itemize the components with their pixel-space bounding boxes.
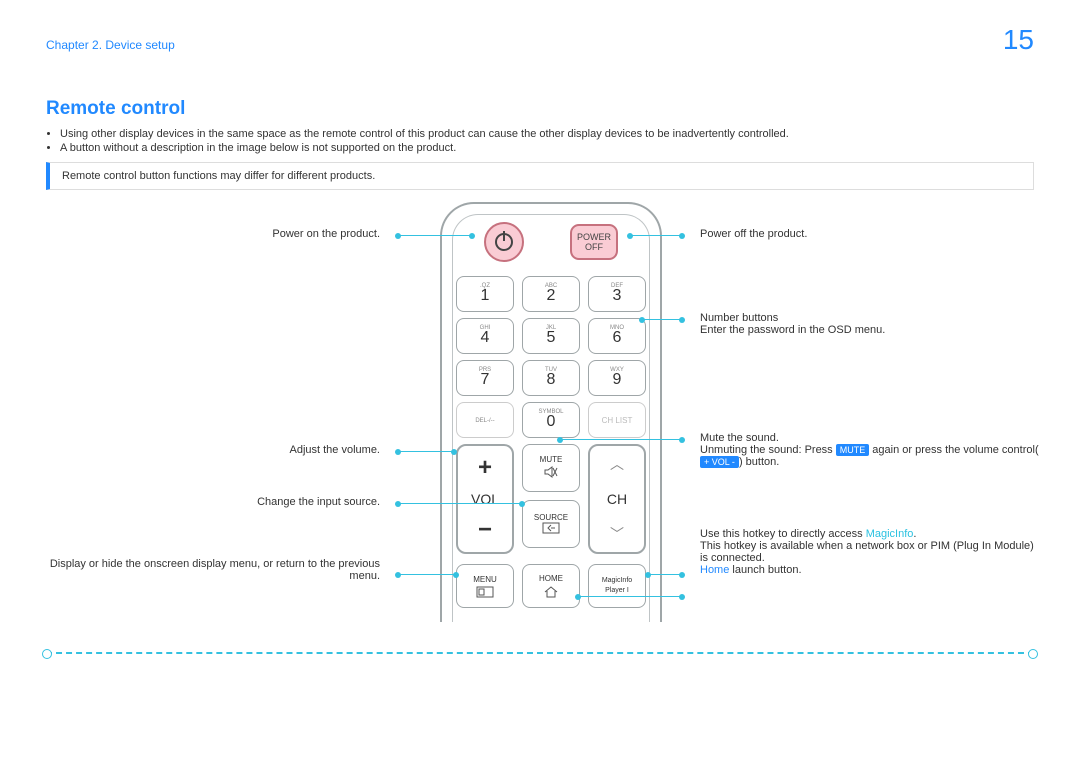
remote-body: POWER OFF .QZ1 ABC2 DEF3 GHI4 JKL5 MNO6 … [440,202,662,622]
callout-numbers-1: Number buttons [700,312,1030,324]
mute-label: MUTE [540,455,563,464]
key-chlist: CH LIST [588,402,646,438]
source-label: SOURCE [534,513,568,522]
numpad: .QZ1 ABC2 DEF3 GHI4 JKL5 MNO6 PRS7 TUV8 … [456,276,646,438]
callout-mute-2: Unmuting the sound: Press MUTE again or … [700,444,1040,468]
key-1: .QZ1 [456,276,514,312]
callout-numbers-2: Enter the password in the OSD menu. [700,324,1030,336]
leader-power-on [398,235,472,236]
magicinfo-label-1: MagicInfo [602,577,632,585]
volume-rocker: + VOL − [456,444,514,554]
key-3: DEF3 [588,276,646,312]
source-button: SOURCE [522,500,580,548]
remote-diagram: POWER OFF .QZ1 ABC2 DEF3 GHI4 JKL5 MNO6 … [0,194,1080,694]
intro-bullets: Using other display devices in the same … [60,128,1080,154]
callout-power-on: Power on the product. [100,228,380,240]
callout-magicinfo: Use this hotkey to directly access Magic… [700,528,1040,576]
callout-magic-1: Use this hotkey to directly access Magic… [700,528,1040,540]
leader-menu [398,574,456,575]
magicinfo-label-2: Player I [605,587,629,595]
channel-up-icon: ︿ [610,454,624,474]
key-0: SYMBOL0 [522,402,580,438]
page-number: 15 [1003,24,1034,56]
channel-rocker: ︿ CH ﹀ [588,444,646,554]
menu-button: MENU [456,564,514,608]
mute-tag: MUTE [836,444,870,456]
channel-down-icon: ﹀ [610,524,624,544]
home-button: HOME [522,564,580,608]
leader-volume [398,451,454,452]
key-6: MNO6 [588,318,646,354]
mute-icon [543,464,559,482]
callout-magic-2: This hotkey is available when a network … [700,540,1040,564]
key-4: GHI4 [456,318,514,354]
key-2: ABC2 [522,276,580,312]
leader-source [398,503,522,504]
vol-tag: + VOL - [700,456,739,468]
leader-power-off [630,235,682,236]
key-8: TUV8 [522,360,580,396]
chapter-label: Chapter 2. Device setup [46,38,175,52]
leader-magicinfo [648,574,682,575]
mute-button: MUTE [522,444,580,492]
callout-mute-1: Mute the sound. [700,432,1040,444]
volume-up-icon: + [478,454,492,482]
bullet-2: A button without a description in the im… [60,142,1080,154]
menu-label: MENU [473,575,497,584]
callout-power-off: Power off the product. [700,228,1030,240]
callout-volume: Adjust the volume. [100,444,380,456]
power-off-label-1: POWER [577,232,611,242]
leader-home [578,596,682,597]
ch-label: CH [607,491,627,507]
callout-mute: Mute the sound. Unmuting the sound: Pres… [700,432,1040,468]
callout-menu: Display or hide the onscreen display men… [40,558,380,582]
section-title: Remote control [46,98,1080,120]
source-icon [542,522,560,536]
note-box: Remote control button functions may diff… [46,162,1034,190]
bullet-1: Using other display devices in the same … [60,128,1080,140]
section-divider [46,652,1034,654]
leader-mute [560,439,682,440]
power-off-label-2: OFF [585,242,603,252]
key-5: JKL5 [522,318,580,354]
leader-numbers [642,319,682,320]
volume-down-icon: − [478,516,492,544]
key-7: PRS7 [456,360,514,396]
menu-icon [476,586,494,598]
home-label: HOME [539,574,563,583]
vol-label: VOL [471,491,499,507]
magicinfo-button: MagicInfo Player I [588,564,646,608]
callout-source: Change the input source. [100,496,380,508]
power-off-button: POWER OFF [570,224,618,260]
key-9: WXY9 [588,360,646,396]
callout-home: Home launch button. [700,564,1040,576]
power-on-button [484,222,524,262]
callout-numbers: Number buttons Enter the password in the… [700,312,1030,336]
home-icon [543,585,559,599]
key-del: DEL-/-- [456,402,514,438]
power-icon [495,233,513,251]
